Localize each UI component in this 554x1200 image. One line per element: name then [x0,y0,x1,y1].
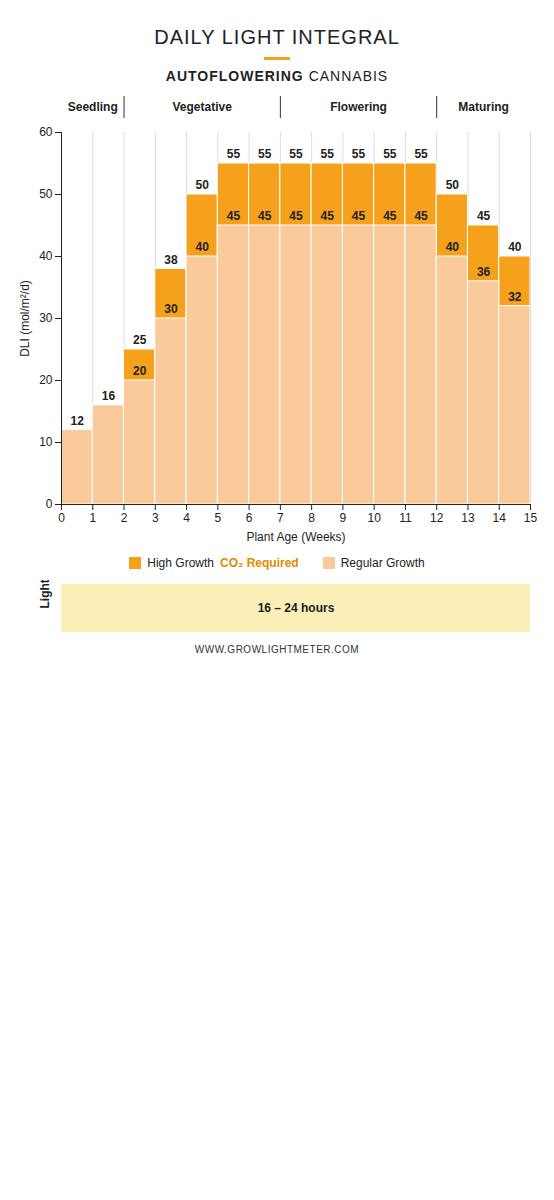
svg-text:50: 50 [39,187,53,201]
svg-text:14: 14 [493,511,507,525]
svg-text:45: 45 [383,209,397,223]
html-text:DAILY LIGHT INTEGRAL: DAILY LIGHT INTEGRAL [154,26,400,48]
svg-text:60: 60 [39,125,53,139]
svg-text:13: 13 [461,511,475,525]
svg-text:32: 32 [508,290,522,304]
svg-text:12: 12 [430,511,444,525]
svg-text:45: 45 [289,209,303,223]
svg-text:45: 45 [414,209,428,223]
svg-text:Flowering: Flowering [330,100,387,114]
svg-text:45: 45 [352,209,366,223]
svg-text:2: 2 [121,511,128,525]
svg-text:50: 50 [446,178,460,192]
html-text:AUTOFLOWERING CANNABIS: AUTOFLOWERING CANNABIS [165,68,389,84]
svg-text:45: 45 [477,209,491,223]
svg-text:DLI (mol/m²/d): DLI (mol/m²/d) [18,280,32,357]
svg-text:40: 40 [446,240,460,254]
svg-text:7: 7 [277,511,284,525]
svg-text:25: 25 [133,333,147,347]
svg-text:55: 55 [289,147,303,161]
svg-text:6: 6 [246,511,253,525]
svg-text:55: 55 [258,147,272,161]
html-text:High Growth: High Growth [147,556,214,570]
svg-text:45: 45 [227,209,241,223]
svg-text:Light: Light [38,580,52,609]
svg-text:Maturing: Maturing [458,100,509,114]
svg-text:55: 55 [352,147,366,161]
html-text:CO₂ Required: CO₂ Required [220,556,299,570]
svg-text:40: 40 [196,240,210,254]
svg-text:16 – 24 hours: 16 – 24 hours [258,601,335,615]
svg-text:15: 15 [524,511,538,525]
svg-text:38: 38 [164,253,178,267]
svg-text:12: 12 [70,414,84,428]
svg-text:20: 20 [39,373,53,387]
html-text:Regular Growth: Regular Growth [340,556,425,570]
svg-text:45: 45 [321,209,335,223]
svg-text:5: 5 [214,511,221,525]
svg-text:55: 55 [321,147,335,161]
svg-text:55: 55 [383,147,397,161]
svg-text:30: 30 [39,311,53,325]
svg-text:40: 40 [508,240,522,254]
svg-text:0: 0 [58,511,65,525]
svg-text:55: 55 [227,147,241,161]
html-text:WWW.GROWLIGHTMETER.COM: WWW.GROWLIGHTMETER.COM [194,644,360,655]
svg-text:40: 40 [39,249,53,263]
svg-text:Vegetative: Vegetative [173,100,233,114]
svg-text:9: 9 [340,511,347,525]
svg-text:50: 50 [196,178,210,192]
svg-text:3: 3 [152,511,159,525]
svg-text:36: 36 [477,265,491,279]
svg-text:4: 4 [183,511,190,525]
svg-text:16: 16 [102,389,116,403]
svg-text:Seedling: Seedling [68,100,118,114]
svg-text:10: 10 [367,511,381,525]
svg-text:1: 1 [89,511,96,525]
svg-text:11: 11 [399,511,412,525]
svg-text:0: 0 [46,497,53,511]
svg-text:Plant Age (Weeks): Plant Age (Weeks) [246,530,345,544]
svg-text:8: 8 [308,511,315,525]
svg-text:10: 10 [39,435,53,449]
svg-text:30: 30 [164,302,178,316]
svg-text:55: 55 [414,147,428,161]
svg-text:20: 20 [133,364,147,378]
svg-text:45: 45 [258,209,272,223]
